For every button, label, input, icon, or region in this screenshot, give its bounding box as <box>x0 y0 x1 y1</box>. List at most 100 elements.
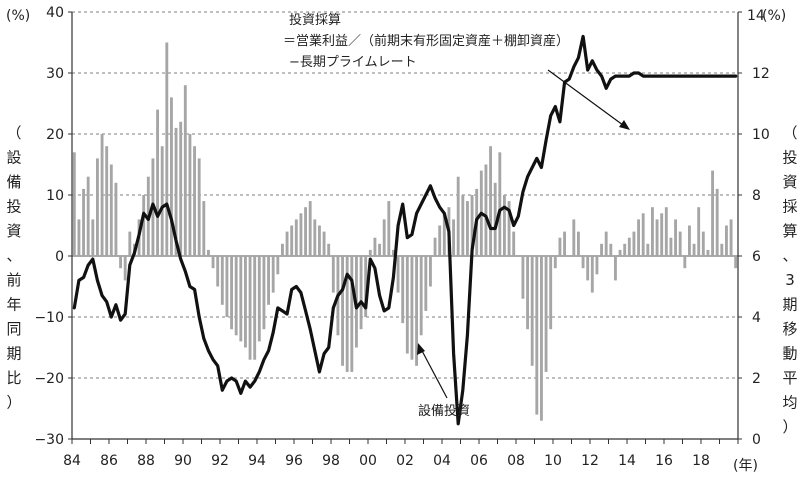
left-tick-label: −10 <box>34 310 64 326</box>
bar <box>530 256 534 366</box>
left-axis-unit: (%) <box>6 8 30 24</box>
bar <box>729 219 733 256</box>
right-tick-label: 8 <box>752 188 761 204</box>
axis-label-glyph: 均 <box>782 394 797 412</box>
bar <box>253 256 257 360</box>
bar <box>438 225 442 256</box>
bar <box>128 231 132 256</box>
bar <box>641 213 645 256</box>
bar <box>461 195 465 256</box>
bar <box>165 42 169 256</box>
right-tick-label: 0 <box>752 432 761 448</box>
line-annotation-title: 投資採算 <box>289 12 341 28</box>
left-tick-label: 0 <box>55 249 64 265</box>
bar <box>600 243 603 256</box>
bar <box>396 256 400 293</box>
bar <box>581 256 585 269</box>
bar <box>558 237 562 256</box>
axis-label-glyph: 資 <box>6 222 21 240</box>
bar <box>188 134 192 256</box>
x-tick-label: 96 <box>285 453 303 469</box>
bar <box>651 207 654 256</box>
axes <box>68 11 742 444</box>
bar <box>627 237 631 256</box>
bar <box>498 152 502 256</box>
bar <box>299 213 303 256</box>
bar <box>683 256 687 269</box>
bar <box>364 256 368 317</box>
bar <box>609 243 613 256</box>
bar <box>179 121 183 256</box>
x-tick-label: 88 <box>137 453 155 469</box>
bar <box>692 243 696 256</box>
bar <box>271 256 275 293</box>
bar <box>595 256 599 275</box>
x-tick-label: 84 <box>63 453 81 469</box>
line-series <box>72 34 738 426</box>
axis-label-glyph: 期 <box>6 345 21 363</box>
bar <box>248 256 252 360</box>
bar <box>664 207 668 256</box>
bar <box>202 201 206 256</box>
x-tick-label: 98 <box>322 453 340 469</box>
x-tick-label: 02 <box>396 453 414 469</box>
bar <box>225 256 229 317</box>
bar <box>105 146 109 256</box>
bar <box>327 243 331 256</box>
left-tick-label: 30 <box>46 66 64 82</box>
bar <box>100 134 104 256</box>
bar <box>442 213 446 256</box>
bar <box>72 152 76 256</box>
x-tick-label: 86 <box>100 453 118 469</box>
axis-label-glyph: 期 <box>782 296 797 314</box>
axis-label-glyph: 採 <box>782 198 797 216</box>
bar <box>142 195 146 256</box>
bar <box>637 219 640 256</box>
axis-label-glyph: （ <box>6 124 21 142</box>
bar <box>262 256 266 330</box>
bar <box>655 219 659 256</box>
right-tick-label: 4 <box>752 310 761 326</box>
bar <box>197 158 201 256</box>
bar <box>387 201 391 256</box>
bar <box>526 256 529 330</box>
x-tick-label: 90 <box>174 453 192 469</box>
right-tick-label: 12 <box>752 66 770 82</box>
line-annotation-formula-2: −長期プライムレート <box>289 55 417 70</box>
bar <box>706 249 710 256</box>
axis-label-glyph: 設 <box>6 149 21 167</box>
axis-label-glyph: （ <box>782 124 797 142</box>
bar <box>623 243 627 256</box>
bar <box>715 188 719 256</box>
bar <box>604 231 608 256</box>
bar <box>410 256 414 360</box>
bar <box>470 195 474 256</box>
x-tick-label: 08 <box>507 453 525 469</box>
axis-label-glyph: 投 <box>782 149 797 167</box>
bar <box>267 256 270 305</box>
bar <box>174 127 178 257</box>
bar <box>230 256 233 330</box>
bar <box>290 225 294 256</box>
right-tick-label: 14 <box>747 8 765 24</box>
bar <box>540 256 543 421</box>
bar <box>281 243 284 256</box>
bar <box>563 231 566 256</box>
bar <box>244 256 247 348</box>
bar <box>553 256 557 269</box>
x-tick-label: 92 <box>211 453 229 469</box>
x-tick-label: 04 <box>433 453 451 469</box>
axis-label-glyph: 3 <box>785 271 795 289</box>
bar <box>114 182 118 256</box>
bar <box>276 256 280 275</box>
bar <box>368 249 372 256</box>
line-annotation-formula-1: ＝営業利益／（前期末有形固定資産＋棚卸資産） <box>283 33 569 49</box>
x-tick-label: 14 <box>618 453 636 469</box>
line-annotation-arrowhead <box>619 120 630 130</box>
axis-label-glyph: 比 <box>6 369 21 387</box>
bar <box>521 256 525 299</box>
bar <box>220 256 224 305</box>
bar <box>484 164 488 256</box>
